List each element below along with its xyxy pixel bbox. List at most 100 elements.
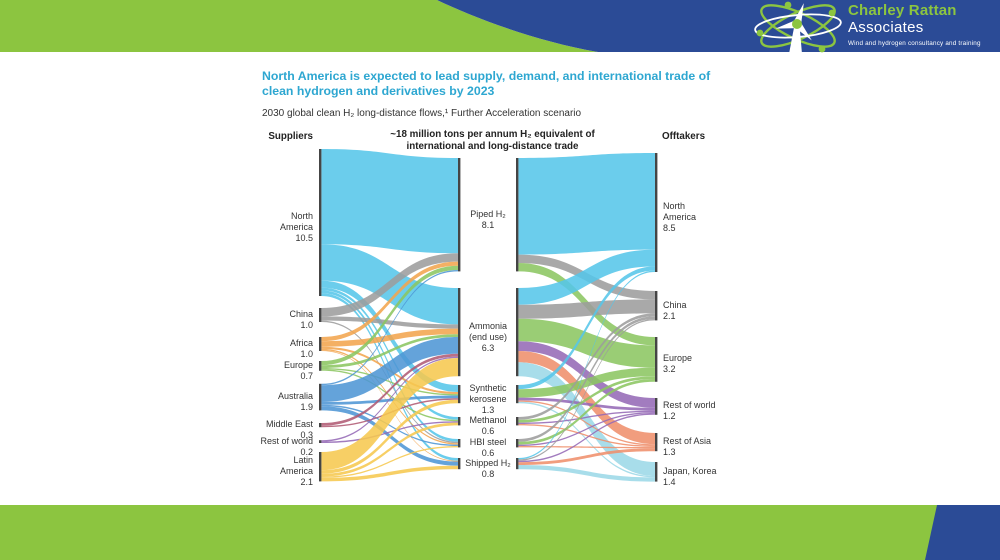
- column-header-suppliers: Suppliers: [268, 131, 313, 142]
- flow-hbi-steel-rest-of-world: [518, 412, 655, 446]
- flow-methanol-china: [518, 313, 655, 420]
- node-bar-offtaker-europe: [655, 337, 658, 382]
- flow-australia-ammonia: [321, 337, 458, 402]
- node-bar-supplier-rest-of-world: [319, 440, 322, 443]
- node-bar-product-shipped-h2: [516, 458, 519, 470]
- node-label-offtaker-china: China 2.1: [663, 299, 687, 321]
- slide-title-line2: clean hydrogen and derivatives by 2023: [262, 83, 495, 98]
- flow-latin-america-synthetic-kerosene: [321, 399, 458, 474]
- bottom-green-bar: [0, 505, 1000, 560]
- slide-title-line1: North America is expected to lead supply…: [262, 69, 711, 83]
- node-label-product-shipped-h2: Shipped H₂ 0.8: [465, 457, 511, 479]
- flow-latin-america-methanol: [321, 422, 458, 477]
- node-label-offtaker-rest-of-world: Rest of world 1.2: [663, 400, 716, 422]
- flow-hbi-steel-europe: [518, 379, 655, 445]
- flow-ammonia-north-america: [518, 249, 655, 305]
- flow-methanol-europe: [518, 376, 655, 423]
- brand-name-line1: Charley Rattan: [848, 2, 957, 19]
- column-header-trade-line1: ~18 million tons per annum H₂ equivalent…: [390, 129, 595, 140]
- node-label-product-methanol: Methanol 0.6: [469, 415, 507, 437]
- flow-methanol-rest-of-world: [518, 410, 655, 424]
- flow-synthetic-kerosene-japan-korea: [518, 401, 655, 478]
- node-bar-supplier-europe: [319, 361, 322, 371]
- node-bar-product-hbi-steel: [516, 439, 519, 448]
- flow-shipped-h2-rest-of-asia: [518, 448, 655, 465]
- node-label-supplier-north-america: North America 10.5: [279, 211, 313, 243]
- flow-synthetic-kerosene-rest-of-asia: [518, 400, 655, 446]
- node-bar-product-ammonia: [458, 288, 461, 377]
- flow-hbi-steel-china: [518, 316, 655, 442]
- flow-hbi-steel-rest-of-asia: [518, 446, 655, 449]
- flow-methanol-rest-of-asia: [518, 424, 655, 447]
- node-bar-product-methanol: [458, 417, 461, 426]
- node-bar-offtaker-japan-korea: [655, 462, 658, 482]
- node-label-supplier-europe: Europe 0.7: [283, 359, 313, 381]
- node-label-offtaker-japan-korea: Japan, Korea 1.4: [663, 465, 717, 487]
- flow-shipped-h2-rest-of-world: [518, 413, 655, 463]
- flow-europe-ammonia: [321, 334, 458, 368]
- node-label-supplier-africa: Africa 1.0: [289, 338, 313, 359]
- flow-middle-east-ammonia: [321, 353, 458, 426]
- flow-latin-america-ammonia: [321, 358, 458, 471]
- node-bar-supplier-latin-america: [319, 452, 322, 482]
- flow-latin-america-shipped-h2: [321, 465, 458, 482]
- flow-europe-synthetic-kerosene: [321, 368, 458, 396]
- flow-ammonia-japan-korea: [518, 362, 655, 476]
- flow-ammonia-china: [518, 299, 655, 319]
- bottom-band: [0, 505, 1000, 560]
- node-label-supplier-china: China 1.0: [289, 309, 313, 330]
- node-label-product-synthetic-kerosene: Synthetic kerosene 1.3: [469, 382, 507, 415]
- flow-europe-piped-h2: [321, 265, 458, 366]
- node-bar-supplier-china: [319, 308, 322, 322]
- node-label-offtaker-rest-of-asia: Rest of Asia 1.3: [663, 436, 712, 458]
- flow-synthetic-kerosene-rest-of-world: [518, 397, 655, 411]
- column-header-offtakers: Offtakers: [662, 131, 706, 142]
- flow-africa-hbi-steel: [321, 348, 458, 445]
- flow-china-ammonia: [321, 316, 458, 329]
- flow-rest-of-world-ammonia: [321, 356, 458, 442]
- slide-title: North America is expected to lead supply…: [262, 69, 710, 98]
- brand-logo-text: Charley Rattan Associates Wind and hydro…: [848, 3, 981, 47]
- brand-tagline: Wind and hydrogen consultancy and traini…: [848, 40, 981, 47]
- bottom-blue-wedge: [925, 505, 1000, 560]
- node-bar-product-shipped-h2: [458, 458, 461, 470]
- brand-logo-icon: [754, 1, 842, 54]
- top-banner: [0, 0, 1000, 52]
- flow-australia-hbi-steel: [321, 404, 458, 446]
- flow-australia-synthetic-kerosene: [321, 395, 458, 405]
- node-label-product-hbi-steel: HBI steel 0.6: [469, 437, 507, 459]
- flow-africa-piped-h2: [321, 261, 458, 342]
- flow-china-piped-h2: [321, 253, 458, 317]
- node-bar-supplier-north-america: [319, 149, 322, 296]
- node-bar-product-synthetic-kerosene: [458, 385, 461, 404]
- node-bar-supplier-australia: [319, 383, 322, 411]
- node-bar-product-methanol: [516, 417, 519, 426]
- node-bar-product-hbi-steel: [458, 439, 461, 448]
- node-label-product-piped-h2: Piped H₂ 8.1: [470, 208, 506, 230]
- node-bar-supplier-africa: [319, 337, 322, 351]
- node-bar-product-piped-h2: [458, 158, 461, 272]
- node-bar-offtaker-china: [655, 291, 658, 321]
- node-bar-offtaker-rest-of-asia: [655, 433, 658, 452]
- node-label-supplier-middle-east: Middle East 0.3: [265, 419, 313, 441]
- brand-name-line2: Associates: [848, 19, 924, 36]
- node-label-supplier-latin-america: Latin America 2.1: [279, 455, 313, 488]
- flow-europe-methanol: [321, 369, 458, 422]
- flow-piped-h2-north-america: [518, 153, 655, 255]
- flow-latin-america-hbi-steel: [321, 446, 458, 478]
- flow-australia-piped-h2: [321, 270, 458, 386]
- node-label-offtaker-europe: Europe 3.2: [663, 353, 693, 375]
- banner-blue-shape: [437, 0, 1000, 52]
- flow-ammonia-europe: [518, 318, 655, 368]
- node-bar-offtaker-rest-of-world: [655, 398, 658, 415]
- banner-green-shape: [0, 0, 598, 52]
- node-bar-offtaker-north-america: [655, 153, 658, 272]
- node-label-supplier-rest-of-world: Rest of world 0.2: [260, 435, 313, 457]
- flow-ammonia-rest-of-world: [518, 341, 655, 408]
- flow-africa-ammonia: [321, 328, 458, 347]
- flow-rest-of-world-methanol: [321, 421, 458, 443]
- flow-synthetic-kerosene-north-america: [518, 266, 655, 390]
- node-bar-product-ammonia: [516, 288, 519, 377]
